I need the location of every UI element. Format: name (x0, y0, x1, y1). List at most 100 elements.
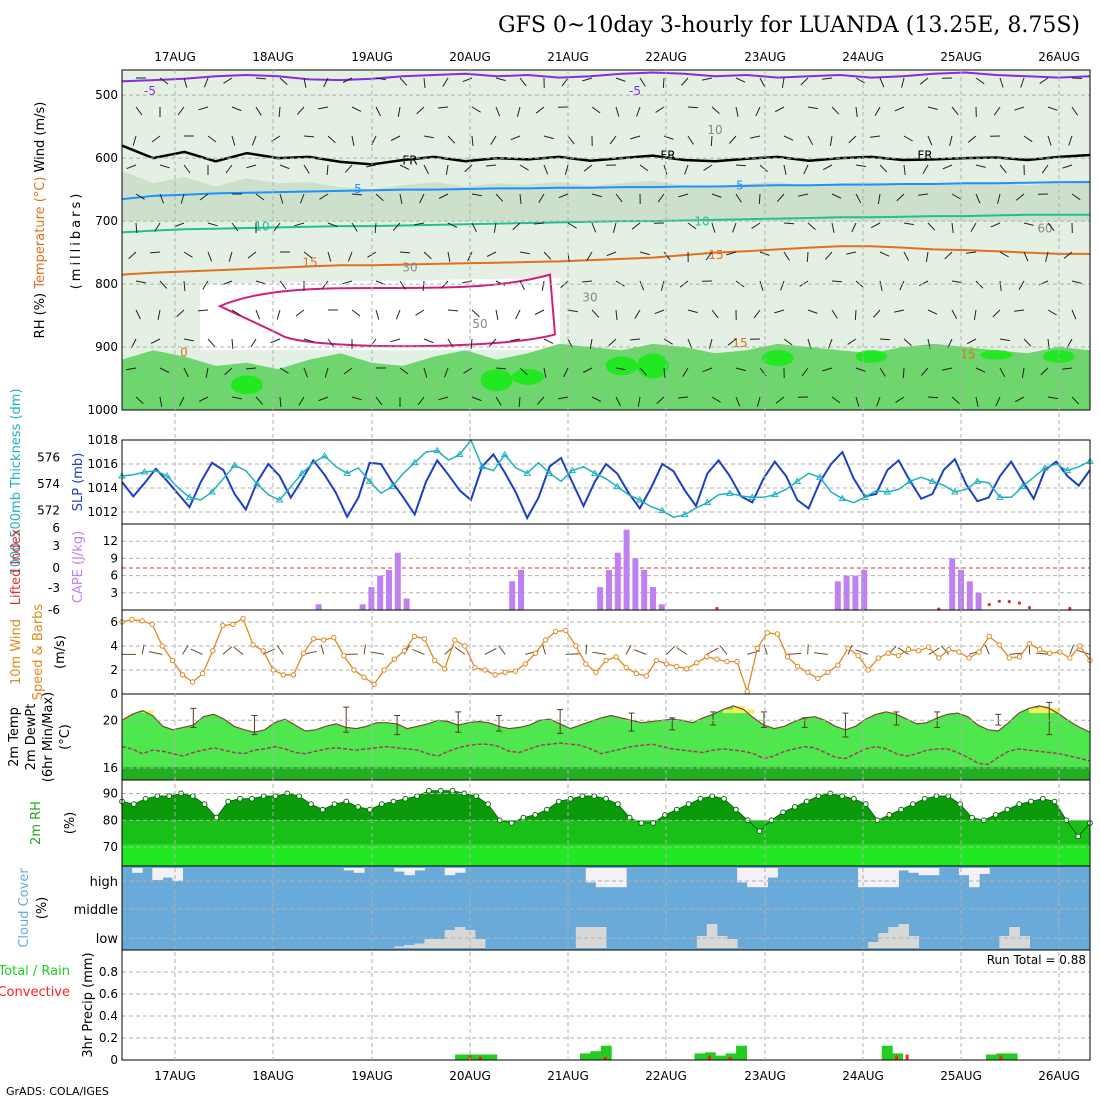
wind-barb (848, 135, 857, 144)
wind-speed-point (210, 648, 216, 654)
wind-barb (801, 367, 809, 377)
wind-barb (1071, 280, 1082, 284)
wind-barb (747, 650, 761, 655)
wind-barb (851, 222, 857, 233)
wind-barb (323, 77, 329, 88)
wind-barb (662, 77, 665, 89)
thickness-point (140, 468, 149, 475)
wind-barb (207, 222, 218, 227)
cape-bar (597, 587, 604, 610)
rh-point (886, 812, 893, 818)
wind-speed-point (1077, 643, 1083, 649)
wind-barb (636, 106, 641, 117)
wind-barb (702, 367, 713, 373)
y-tick-label: 70 (103, 840, 118, 854)
wind-barb (753, 309, 761, 319)
thickness-point (545, 469, 554, 476)
y-tick-label-left: 0 (52, 561, 60, 575)
wind-barb (855, 164, 866, 168)
wind-barb (327, 251, 332, 262)
wind-barb (495, 367, 507, 370)
cloud-high-bar (868, 868, 879, 888)
wind-barb (131, 338, 137, 349)
wind-barb (990, 222, 1001, 228)
wind-barb (1062, 164, 1073, 169)
wind-speed-point (401, 648, 407, 654)
y-tick-label: 700 (95, 214, 118, 228)
contour-label: 0 (180, 345, 188, 359)
wind-barb (901, 77, 905, 88)
wind-barb (631, 222, 641, 230)
wind-barb (663, 251, 671, 261)
cloud-low-bar (434, 939, 446, 948)
contour-label: 5 (736, 179, 744, 193)
cape-bar (606, 569, 612, 610)
li-point (1068, 606, 1072, 611)
wind-barb (247, 251, 257, 259)
y-axis-label: (m/s) (53, 635, 68, 669)
y-tick-label: 16 (103, 761, 118, 775)
rh-point (945, 793, 952, 799)
wind-barb (464, 164, 473, 173)
precip-total-bar (590, 1051, 602, 1060)
wind-barb (903, 135, 913, 142)
y-tick-label-right: 9 (110, 551, 118, 565)
rh-point (650, 820, 657, 826)
wind-speed-point (825, 669, 831, 676)
wind-barb (656, 396, 665, 405)
cloud-high-bar (747, 868, 758, 888)
wind-barb (831, 222, 835, 233)
cloud-low-bar (444, 930, 456, 948)
cloud-high-bar (394, 868, 405, 872)
wind-barb (927, 309, 938, 315)
wind-barb (710, 135, 713, 147)
wind-barb (831, 309, 838, 319)
cloud-high-bar (878, 868, 889, 888)
wind-barb (732, 222, 737, 233)
wind-speed-point (371, 681, 377, 688)
wind-speed-point (936, 655, 942, 661)
wind-barb (966, 251, 977, 254)
rh-point (1004, 806, 1011, 813)
wind-barb (800, 77, 809, 86)
wind-speed-point (815, 675, 821, 682)
wind-speed-point (885, 650, 891, 656)
wind-speed-point (391, 656, 397, 662)
thickness-point (725, 489, 734, 496)
wind-barb (1047, 106, 1058, 111)
wind-barb (470, 338, 473, 350)
wind-barb (997, 193, 1001, 204)
precip-convective-bar (728, 1056, 732, 1060)
wind-barb (783, 338, 793, 346)
rh-point (520, 814, 527, 821)
contour-label: 30 (582, 291, 597, 305)
rh-point (201, 801, 208, 808)
wind-barb (198, 396, 209, 402)
wind-barb (855, 396, 860, 407)
y-axis-label: 10m Wind (9, 619, 24, 685)
thickness-point (568, 466, 577, 474)
rh-saturated-blob (511, 369, 544, 385)
wind-barb (416, 106, 425, 115)
wind-barb (342, 280, 353, 285)
wind-barb (615, 367, 626, 371)
y-tick-label: low (96, 932, 119, 947)
temp-area (122, 705, 1090, 780)
precip-total-bar (694, 1053, 706, 1060)
date-label-bottom: 23AUG (744, 1069, 786, 1083)
wind-barb (423, 251, 432, 260)
rh-saturated-blob (761, 350, 794, 366)
wind-barb (927, 135, 933, 146)
wind-speed-point (845, 645, 851, 652)
wind-barb (561, 77, 569, 87)
wind-speed-point (865, 667, 871, 673)
wind-barb (1014, 396, 1025, 403)
rh-point (437, 787, 444, 794)
wind-barb (1047, 135, 1052, 146)
wind-barb (399, 280, 406, 290)
y-axis-label: (°C) (58, 724, 73, 750)
precip-convective-bar (905, 1054, 909, 1060)
wind-barb (447, 338, 454, 348)
rh-point (367, 806, 373, 813)
y-tick-label: 1000 (87, 403, 118, 417)
